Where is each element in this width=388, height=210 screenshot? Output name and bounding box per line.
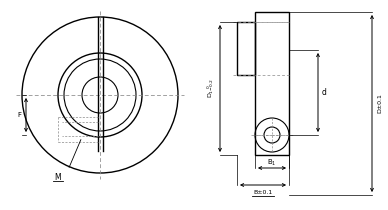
Text: d: d xyxy=(322,88,326,97)
Text: B±0.1: B±0.1 xyxy=(253,189,273,194)
Text: F: F xyxy=(17,112,21,118)
Text: D±0.1: D±0.1 xyxy=(378,94,383,113)
Text: $\mathrm{D_1}{}^{\ 0}_{-0.2}$: $\mathrm{D_1}{}^{\ 0}_{-0.2}$ xyxy=(206,79,217,98)
Bar xyxy=(237,22,255,75)
Text: $\mathrm{B_1}$: $\mathrm{B_1}$ xyxy=(267,158,277,168)
Bar xyxy=(255,12,289,155)
Text: M: M xyxy=(55,172,61,181)
